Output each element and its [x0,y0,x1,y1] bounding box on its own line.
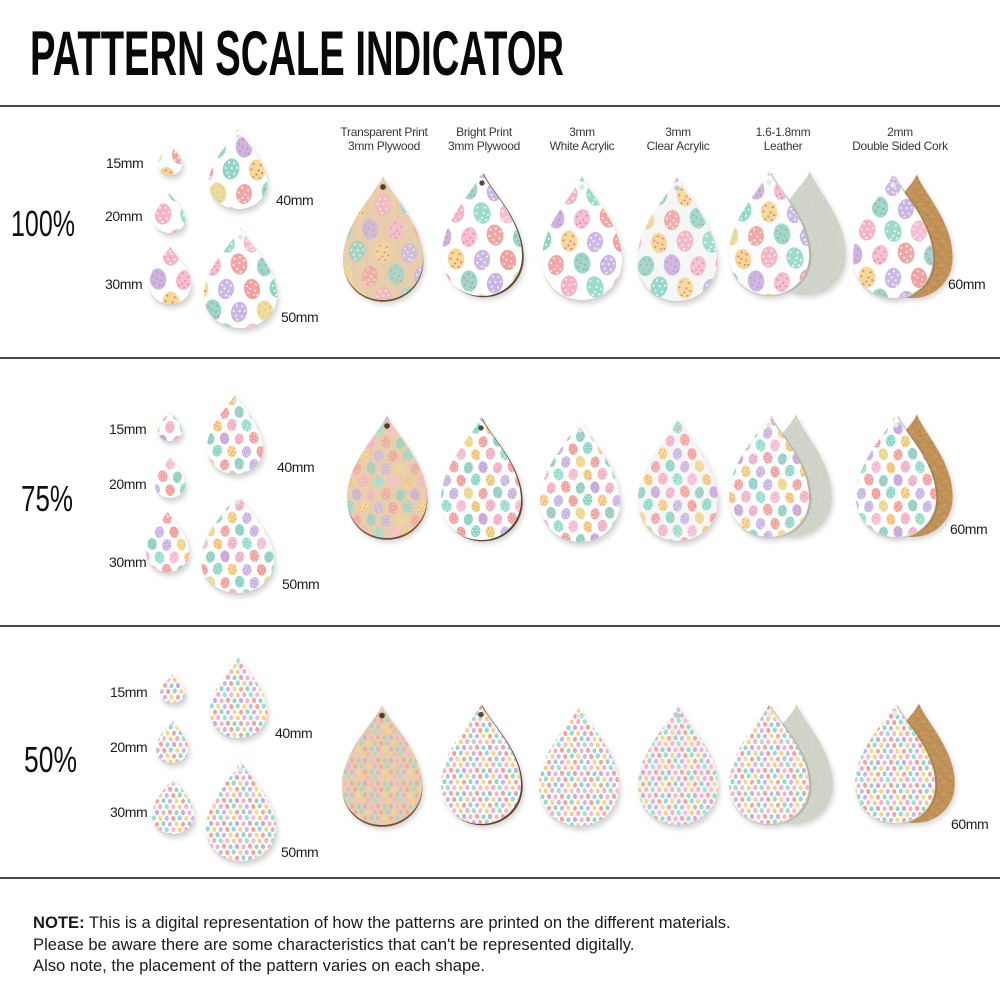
svg-text:50%: 50% [24,739,77,780]
svg-text:PATTERN SCALE INDICATOR: PATTERN SCALE INDICATOR [30,20,564,86]
svg-text:75%: 75% [21,478,73,519]
svg-text:100%: 100% [11,203,75,244]
